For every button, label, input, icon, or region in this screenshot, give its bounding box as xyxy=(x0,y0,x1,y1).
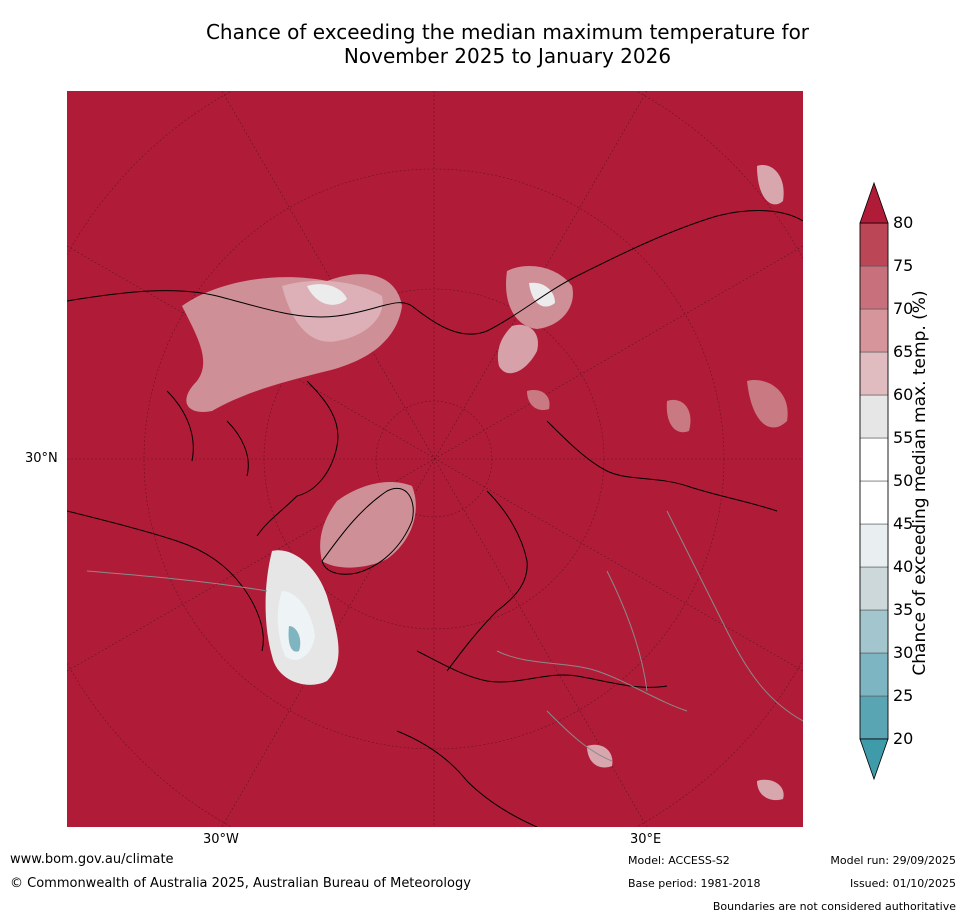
colorbar-segment xyxy=(859,566,889,611)
map-title: Chance of exceeding the median maximum t… xyxy=(0,20,965,68)
colorbar-segment xyxy=(859,480,889,525)
colorbar-segment xyxy=(859,609,889,654)
colorbar-tick-label: 45 xyxy=(893,514,914,533)
map-canvas xyxy=(67,91,803,827)
colorbar-tick-label: 25 xyxy=(893,686,914,705)
colorbar-segment xyxy=(859,523,889,568)
colorbar-segment xyxy=(859,437,889,482)
colorbar-segment xyxy=(859,308,889,353)
colorbar-tick-label: 55 xyxy=(893,428,914,447)
colorbar-tick-label: 75 xyxy=(893,256,914,275)
colorbar-title: Chance of exceeding median max. temp. (%… xyxy=(910,290,930,676)
lon-label-30e: 30°E xyxy=(630,832,662,847)
colorbar-tick-label: 65 xyxy=(893,342,914,361)
colorbar-tick-label: 80 xyxy=(893,213,914,232)
colorbar-graphic xyxy=(859,181,889,781)
colorbar-segment xyxy=(859,265,889,310)
colorbar-tick-label: 40 xyxy=(893,557,914,576)
colorbar-under-arrow xyxy=(859,738,889,781)
colorbar-tick-label: 35 xyxy=(893,600,914,619)
lon-label-30w: 30°W xyxy=(203,832,239,847)
colorbar-tick-label: 70 xyxy=(893,299,914,318)
colorbar-segments xyxy=(859,222,889,740)
country-borders xyxy=(86,510,803,762)
footer-disclaimer: Boundaries are not considered authoritat… xyxy=(712,900,956,913)
graticule xyxy=(67,91,803,827)
colorbar-tick-label: 20 xyxy=(893,729,914,748)
colorbar-segment xyxy=(859,222,889,267)
lat-label-30n: 30°N xyxy=(25,451,58,466)
colorbar-segment xyxy=(859,652,889,697)
coastlines xyxy=(67,210,803,827)
colorbar-over-arrow xyxy=(859,181,889,224)
colorbar-segment xyxy=(859,695,889,740)
title-line-2: November 2025 to January 2026 xyxy=(343,44,672,68)
colorbar-tick-label: 60 xyxy=(893,385,914,404)
probability-map xyxy=(67,91,803,827)
colorbar-tick-label: 50 xyxy=(893,471,914,490)
footer-copyright: © Commonwealth of Australia 2025, Austra… xyxy=(10,876,471,891)
colorbar-segment xyxy=(859,351,889,396)
footer-base-period: Base period: 1981-2018 xyxy=(628,877,761,890)
probability-patches xyxy=(182,165,788,801)
footer-model: Model: ACCESS-S2 xyxy=(628,854,730,867)
footer-model-run: Model run: 29/09/2025 xyxy=(830,854,956,867)
title-line-1: Chance of exceeding the median maximum t… xyxy=(205,20,810,44)
colorbar-segment xyxy=(859,394,889,439)
footer-website: www.bom.gov.au/climate xyxy=(10,852,174,867)
colorbar xyxy=(855,180,965,790)
colorbar-tick-label: 30 xyxy=(893,643,914,662)
footer-issued: Issued: 01/10/2025 xyxy=(849,877,956,890)
